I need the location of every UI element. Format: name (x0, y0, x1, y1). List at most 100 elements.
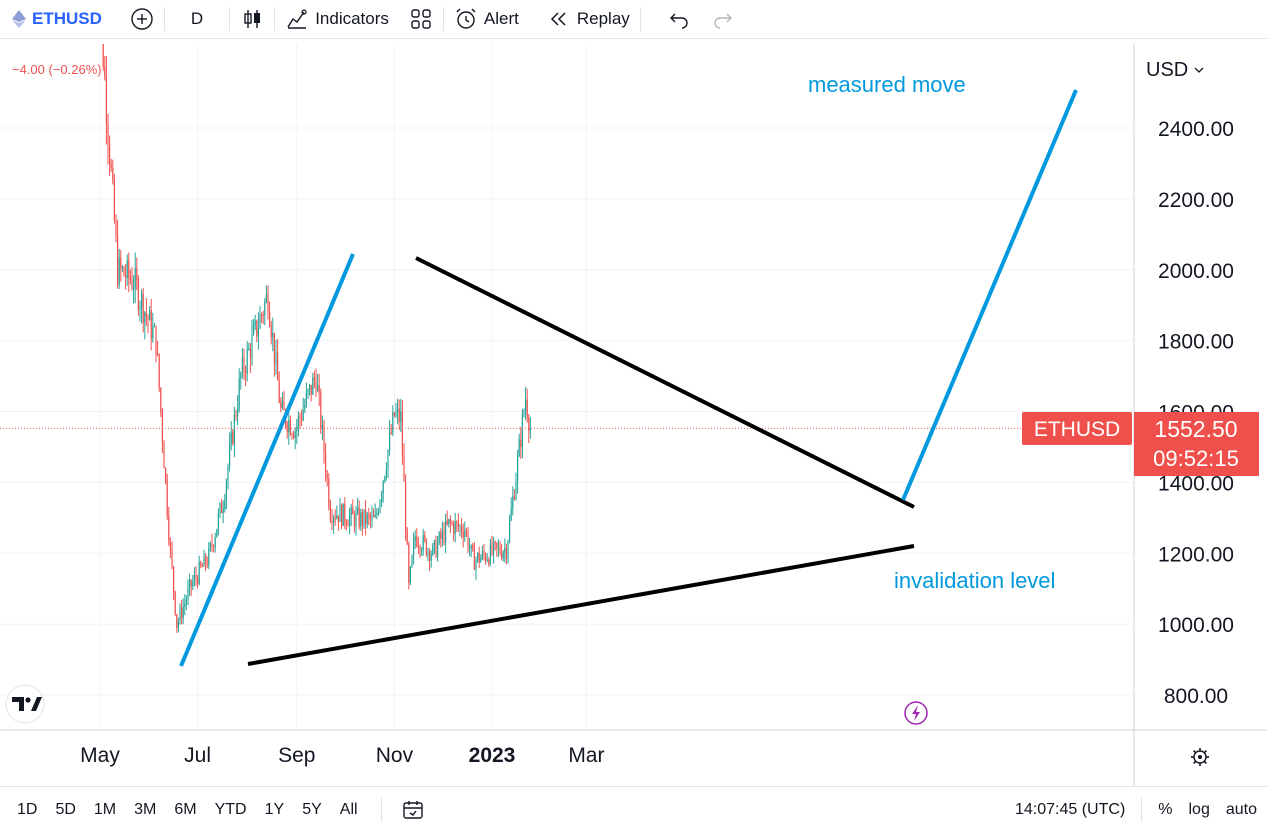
candle-body (328, 478, 330, 506)
candle-body (219, 503, 221, 514)
indicators-button[interactable]: Indicators (285, 0, 389, 38)
price-axis-label: 1000.00 (1158, 614, 1234, 637)
undo-button[interactable] (667, 0, 691, 38)
candle-body (189, 579, 191, 589)
price-chart[interactable]: 2400.002200.002000.001800.001600.001400.… (0, 0, 1267, 786)
time-axis-label: May (80, 744, 120, 767)
chart-area[interactable]: 2400.002200.002000.001800.001600.001400.… (0, 0, 1267, 786)
range-3m-button[interactable]: 3M (134, 800, 157, 818)
candle-body (499, 546, 501, 554)
candle-body (457, 522, 459, 527)
candle-body (102, 23, 104, 68)
candle-body (272, 332, 274, 338)
candle-body (277, 352, 279, 381)
chart-type-button[interactable] (240, 0, 264, 38)
candle-body (248, 348, 250, 350)
replay-button[interactable]: Replay (547, 0, 630, 38)
candle-body (363, 509, 365, 526)
candle-body (446, 520, 448, 524)
price-axis-label: 2200.00 (1158, 189, 1234, 212)
candle-body (445, 520, 447, 543)
candle-body (379, 501, 381, 512)
currency-selector[interactable]: USD (1146, 59, 1188, 81)
candle-body (185, 599, 187, 604)
symbol-search-button[interactable]: ETHUSD (32, 9, 102, 28)
candle-body (221, 503, 223, 513)
candle-body (201, 566, 203, 568)
candle-body (241, 357, 243, 374)
lightning-icon[interactable] (904, 701, 928, 725)
candle-body (280, 402, 282, 408)
candle-body (441, 530, 443, 539)
range-all-button[interactable]: All (339, 800, 358, 818)
candle-body (213, 545, 215, 548)
candle-body (216, 529, 218, 538)
candle-body (488, 559, 490, 564)
candle-body (443, 530, 445, 543)
calendar-range-icon[interactable] (402, 799, 424, 821)
measured-move-leg-2 (901, 89, 1078, 501)
tradingview-logo[interactable] (5, 684, 45, 724)
clock-timezone[interactable]: 14:07:45 (UTC) (1015, 800, 1126, 818)
price-axis-label: 1800.00 (1158, 331, 1234, 354)
divider (380, 797, 382, 822)
gear-icon[interactable] (1191, 748, 1209, 766)
candle-body (238, 378, 240, 409)
candles-series (97, 0, 531, 633)
candle-body (512, 496, 514, 509)
candle-body (294, 431, 296, 438)
range-6m-button[interactable]: 6M (174, 800, 197, 818)
candle-body (365, 509, 367, 525)
candle-body (429, 550, 431, 561)
candle-body (128, 260, 130, 278)
candle-body (243, 357, 245, 372)
candle-body (301, 417, 303, 420)
candle-body (462, 532, 464, 538)
candle-body (134, 268, 136, 289)
candle-body (361, 512, 363, 526)
candle-body (158, 354, 160, 389)
compare-symbol-button[interactable] (130, 0, 154, 38)
candle-body (320, 392, 322, 429)
range-ytd-button[interactable]: YTD (214, 800, 247, 818)
redo-button[interactable] (711, 0, 735, 38)
candle-body (326, 474, 328, 479)
candle-body (417, 546, 419, 548)
bottom-bar: 1D 5D 1M 3M 6M YTD 1Y 5Y All 14:07:45 (U… (0, 786, 1267, 832)
range-1m-button[interactable]: 1M (93, 800, 117, 818)
range-5d-button[interactable]: 5D (55, 800, 76, 818)
percent-scale-toggle[interactable]: % (1158, 800, 1173, 818)
log-scale-toggle[interactable]: log (1188, 800, 1210, 818)
candle-body (261, 314, 263, 316)
divider (639, 7, 641, 31)
candle-body (478, 553, 480, 563)
candle-body (424, 534, 426, 540)
candle-body (259, 314, 261, 329)
candle-body (526, 399, 528, 418)
grid-layout-icon (411, 9, 431, 29)
price-axis-label: 1200.00 (1158, 543, 1234, 566)
candle-body (521, 414, 523, 448)
time-axis[interactable]: May Jul Sep Nov 2023 Mar (80, 744, 604, 767)
alert-button[interactable]: Alert (454, 0, 519, 38)
symbol-tag (1022, 412, 1132, 445)
auto-scale-toggle[interactable]: auto (1225, 800, 1257, 818)
candle-body (293, 435, 295, 438)
range-1d-button[interactable]: 1D (17, 800, 38, 818)
candle-body (427, 550, 429, 555)
candle-body (171, 548, 173, 567)
chevron-down-icon (1194, 67, 1204, 73)
candle-body (376, 513, 378, 515)
candle-body (464, 530, 466, 538)
descending-trendline (415, 256, 915, 509)
interval-button[interactable]: D (190, 9, 204, 28)
layouts-button[interactable] (409, 0, 433, 38)
range-5y-button[interactable]: 5Y (302, 800, 322, 818)
candle-body (137, 280, 139, 310)
candle-body (169, 540, 171, 549)
add-icon (131, 8, 153, 30)
candle-body (312, 377, 314, 395)
invalidation-level-annotation: invalidation level (894, 568, 1055, 593)
range-1y-button[interactable]: 1Y (264, 800, 285, 818)
candle-body (264, 301, 266, 316)
